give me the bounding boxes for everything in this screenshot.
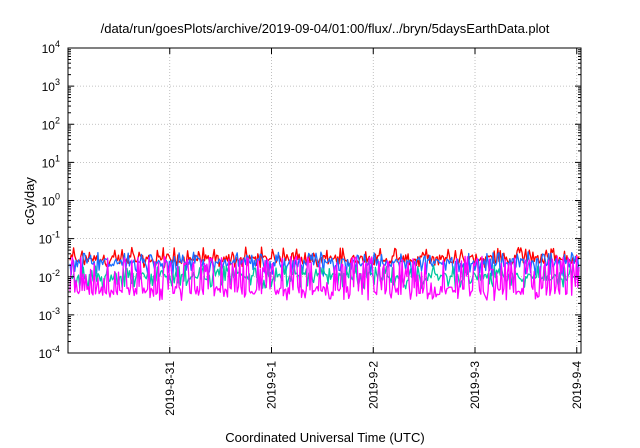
y-axis-label: cGy/day [22,177,37,225]
x-tick-label: 2019-9-4 [570,361,584,409]
y-tick-label: 100 [42,192,60,209]
y-tick-label: 10-1 [39,230,60,247]
x-axis-label: Coordinated Universal Time (UTC) [225,430,424,445]
grid [68,48,581,353]
x-tick-label: 2019-9-3 [468,361,482,409]
x-tick-label: 2019-9-2 [366,361,380,409]
y-tick-label: 10-3 [39,306,60,323]
y-axis: 10-4 10-3 10-2 10-1 100 101 102 103 104 [39,39,581,361]
y-tick-label: 103 [42,77,60,94]
x-axis: 2019-8-31 2019-9-1 2019-9-2 2019-9-3 2019-9-… [163,48,584,416]
plot-frame [67,47,582,354]
y-tick-label: 10-4 [39,344,60,361]
y-tick-label: 101 [42,153,60,170]
plot-area [69,246,580,302]
chart-title: /data/run/goesPlots/archive/2019-09-04/0… [101,21,550,36]
series-line [69,255,580,302]
y-tick-label: 104 [42,39,60,56]
y-tick-label: 102 [42,115,60,132]
x-tick-label: 2019-8-31 [163,361,177,416]
y-tick-label: 10-2 [39,268,60,285]
x-tick-label: 2019-9-1 [265,361,279,409]
